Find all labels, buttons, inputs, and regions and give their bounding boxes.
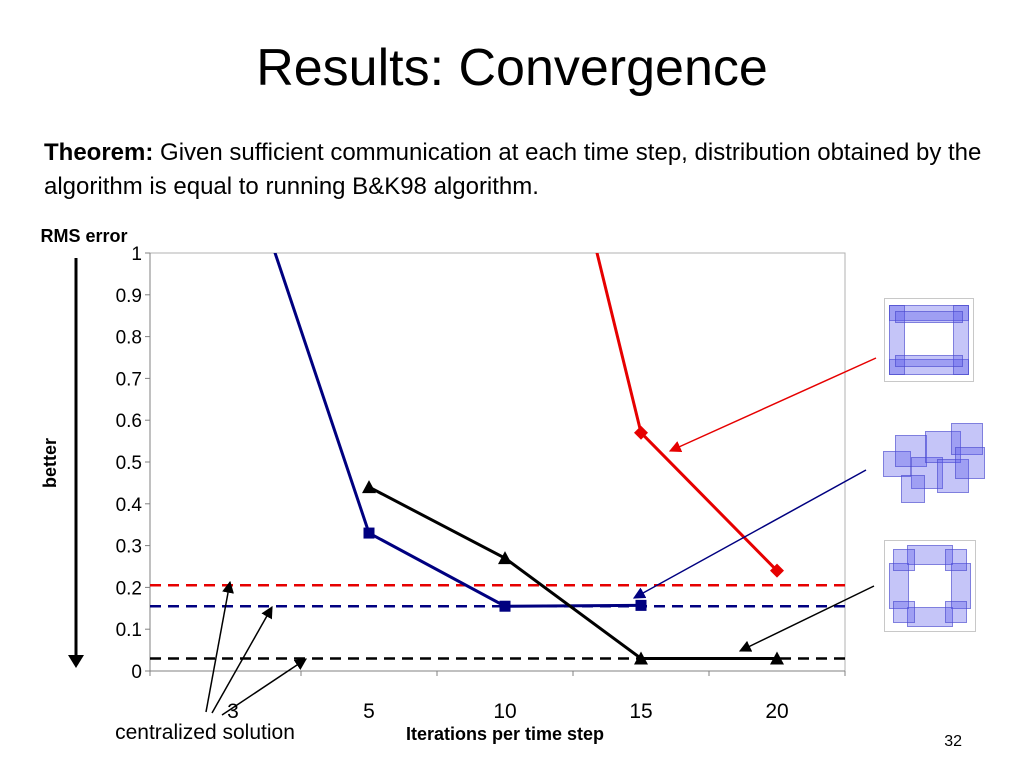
y-axis-ticks: 0 0.1 0.2 0.3 0.4 0.5 0.6 0.7 0.8 0.9 1 xyxy=(116,244,150,683)
data-point-square xyxy=(363,527,375,539)
data-point-square xyxy=(499,600,511,612)
data-point-diamond xyxy=(634,425,648,440)
centralized-arrow-red xyxy=(205,580,234,713)
data-point-triangle xyxy=(498,551,512,565)
better-label: better xyxy=(40,438,60,488)
thumbnail-red-method xyxy=(884,298,974,382)
y-tick-label: 0.7 xyxy=(116,369,142,390)
y-tick-label: 0.1 xyxy=(116,620,142,641)
x-tick-label: 3 xyxy=(227,700,239,723)
thumbnail-arrow-blue xyxy=(632,469,867,599)
y-tick-label: 0.5 xyxy=(116,453,142,474)
y-tick-label: 0.9 xyxy=(116,286,142,307)
y-tick-label: 1 xyxy=(131,244,142,265)
thumbnail-arrow-black xyxy=(738,585,875,652)
y-tick-label: 0.8 xyxy=(116,328,142,349)
centralized-arrows xyxy=(205,580,307,716)
y-tick-label: 0.2 xyxy=(116,578,142,599)
centralized-arrow-black xyxy=(221,658,307,716)
data-point-diamond xyxy=(770,563,784,578)
data-point-triangle xyxy=(362,480,376,494)
centralized-solution-label: centralized solution xyxy=(115,721,295,744)
series-line-1 xyxy=(368,485,777,660)
data-point-square xyxy=(635,599,647,611)
slide-number: 32 xyxy=(944,733,962,750)
series-line-0 xyxy=(273,253,642,608)
theorem-text: Given sufficient communication at each t… xyxy=(44,139,982,200)
thumbnail-arrow-red xyxy=(668,357,877,453)
centralized-arrow-blue xyxy=(211,605,273,714)
series-line-2 xyxy=(595,253,779,572)
x-tick-label: 20 xyxy=(765,700,788,723)
x-tick-label: 10 xyxy=(493,700,516,723)
x-tick-label: 5 xyxy=(363,700,375,723)
data-point-triangle xyxy=(770,651,784,665)
y-axis-label: RMS error xyxy=(40,226,127,246)
slide-title: Results: Convergence xyxy=(256,39,768,97)
y-tick-label: 0.3 xyxy=(116,537,142,558)
y-tick-label: 0.6 xyxy=(116,411,142,432)
theorem-label: Theorem: xyxy=(44,139,154,166)
thumbnail-black-method xyxy=(884,540,976,632)
data-point-triangle xyxy=(634,651,648,665)
better-arrow-head xyxy=(68,655,84,668)
series-markers xyxy=(362,425,784,665)
thumbnail-arrows xyxy=(632,357,877,652)
y-tick-label: 0 xyxy=(131,662,142,683)
centralized-reference-lines xyxy=(150,584,845,660)
theorem-statement: Theorem: Given sufficient communication … xyxy=(44,136,984,204)
thumbnail-blue-method xyxy=(880,420,988,506)
y-tick-label: 0.4 xyxy=(116,495,143,516)
x-tick-label: 15 xyxy=(629,700,652,723)
plot-area xyxy=(149,252,846,672)
x-axis-label: Iterations per time step xyxy=(406,724,604,744)
x-axis-ticks: 3 5 10 15 20 xyxy=(149,671,846,723)
